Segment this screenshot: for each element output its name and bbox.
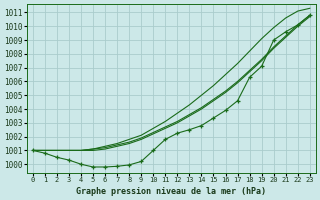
X-axis label: Graphe pression niveau de la mer (hPa): Graphe pression niveau de la mer (hPa) (76, 187, 266, 196)
